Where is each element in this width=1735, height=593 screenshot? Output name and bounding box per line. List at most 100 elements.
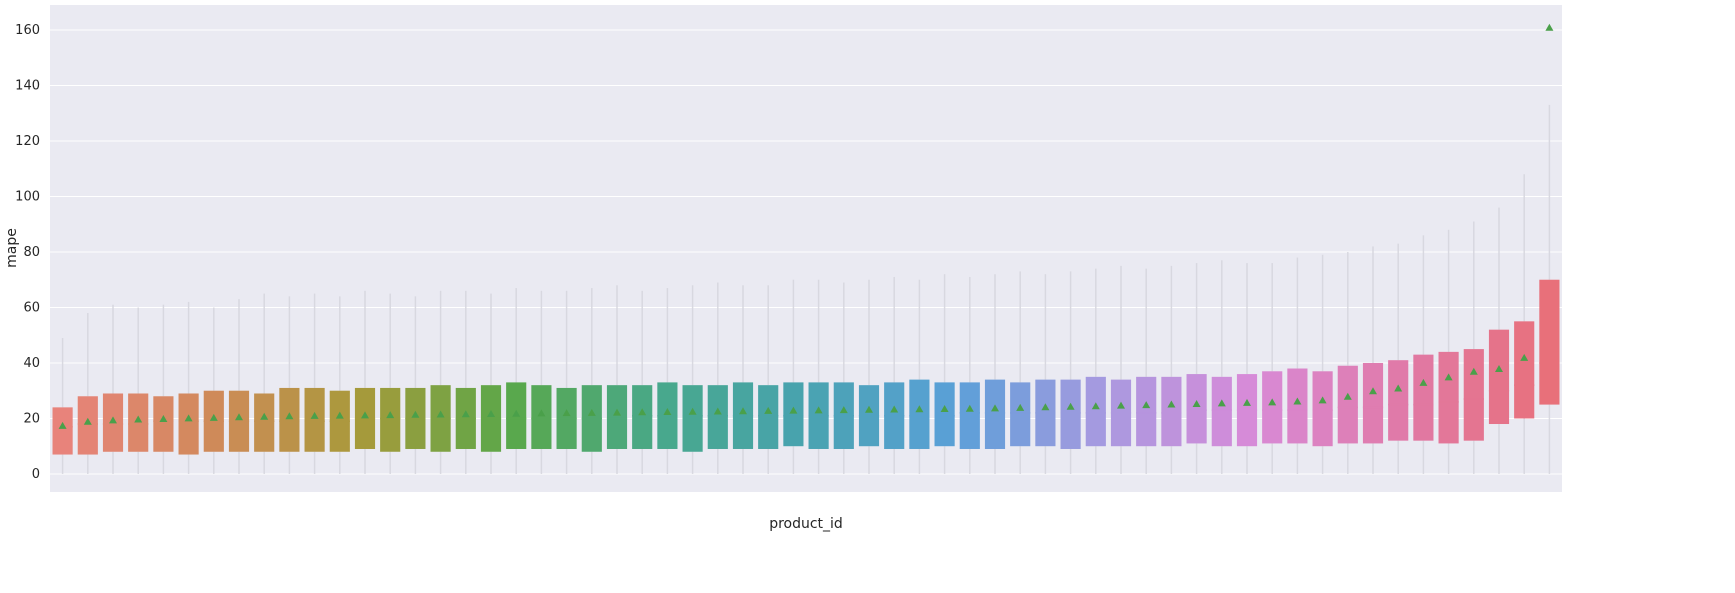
plot-area (50, 5, 1562, 492)
mean-marker (159, 414, 168, 422)
mean-marker (1217, 399, 1226, 407)
box (1010, 382, 1031, 447)
mean-marker (764, 406, 773, 414)
box (1211, 376, 1232, 447)
y-tick-label: 60 (23, 300, 40, 315)
mean-marker (1394, 384, 1403, 392)
mean-marker (587, 408, 596, 416)
y-tick-label: 40 (23, 356, 40, 371)
box (934, 382, 955, 447)
box (531, 385, 552, 449)
box (1262, 371, 1283, 444)
y-tick-label: 20 (23, 411, 40, 426)
y-tick-label: 0 (32, 467, 40, 482)
mean-marker (1343, 392, 1352, 400)
mean-marker (361, 411, 369, 419)
mean-marker (991, 404, 999, 412)
mean-marker (663, 408, 672, 416)
box (1413, 354, 1434, 441)
box (128, 393, 149, 452)
box (380, 387, 401, 452)
box (1186, 374, 1207, 444)
box (178, 393, 199, 455)
mean-marker (713, 407, 722, 415)
box (1136, 376, 1157, 447)
y-tick-label: 120 (15, 134, 40, 149)
box (1488, 329, 1510, 425)
mean-marker (613, 408, 621, 416)
box (1287, 368, 1308, 444)
y-tick-label: 140 (15, 78, 40, 93)
mean-marker (1091, 402, 1100, 410)
box (1085, 376, 1106, 447)
mean-marker (209, 413, 218, 421)
mean-marker (184, 414, 193, 422)
mean-marker (1293, 397, 1302, 405)
box (1438, 351, 1459, 444)
mean-marker (58, 421, 67, 429)
mean-marker (1142, 401, 1151, 409)
mean-marker (890, 405, 899, 413)
mean-marker (940, 404, 949, 412)
mean-marker (1444, 373, 1453, 381)
box (758, 385, 779, 449)
box (153, 396, 174, 452)
y-tick-label: 160 (15, 23, 40, 38)
mean-marker (814, 406, 823, 414)
mean-marker (1419, 378, 1428, 386)
mean-marker (235, 413, 243, 421)
box (1337, 365, 1358, 444)
mean-marker (1469, 367, 1478, 375)
box (783, 382, 804, 447)
box (304, 387, 325, 452)
mean-marker (461, 410, 470, 418)
box (1060, 379, 1081, 449)
box (52, 407, 73, 455)
y-tick-label: 80 (23, 245, 40, 260)
mean-marker (1520, 353, 1529, 361)
box (1539, 279, 1560, 405)
mean-marker (1016, 403, 1025, 411)
mean-marker (83, 417, 92, 425)
box (279, 387, 300, 452)
mean-marker (562, 409, 571, 417)
mean-marker (1369, 387, 1377, 395)
box (606, 385, 628, 449)
mean-marker (1192, 399, 1201, 407)
mean-marker (865, 405, 873, 413)
mean-marker (739, 407, 747, 415)
box (1463, 349, 1484, 441)
box (682, 385, 703, 452)
mean-marker (789, 406, 798, 414)
mean-marker (1243, 398, 1251, 406)
box (1312, 371, 1333, 447)
mean-marker (1545, 23, 1554, 31)
box (984, 379, 1006, 449)
mean-marker (335, 411, 344, 419)
mean-marker (411, 410, 420, 418)
mean-marker (638, 408, 647, 416)
x-axis-label: product_id (769, 516, 843, 532)
mean-marker (436, 410, 445, 418)
mean-marker (1117, 401, 1125, 409)
box (1161, 376, 1182, 447)
box (959, 382, 980, 449)
box (254, 393, 275, 452)
y-axis-label: mape (4, 228, 20, 268)
y-tick-label: 100 (15, 189, 40, 204)
mean-marker (134, 415, 143, 423)
box (909, 379, 930, 449)
mean-marker (260, 412, 269, 420)
mean-marker (512, 409, 521, 417)
box (77, 396, 98, 455)
mean-marker (1066, 402, 1075, 410)
box (1362, 362, 1384, 444)
mean-marker (1318, 396, 1327, 404)
mean-marker (487, 409, 495, 417)
box (1388, 360, 1409, 441)
mean-marker (1495, 365, 1503, 373)
mean-marker (386, 411, 395, 419)
mean-marker (310, 411, 319, 419)
mean-marker (537, 409, 546, 417)
